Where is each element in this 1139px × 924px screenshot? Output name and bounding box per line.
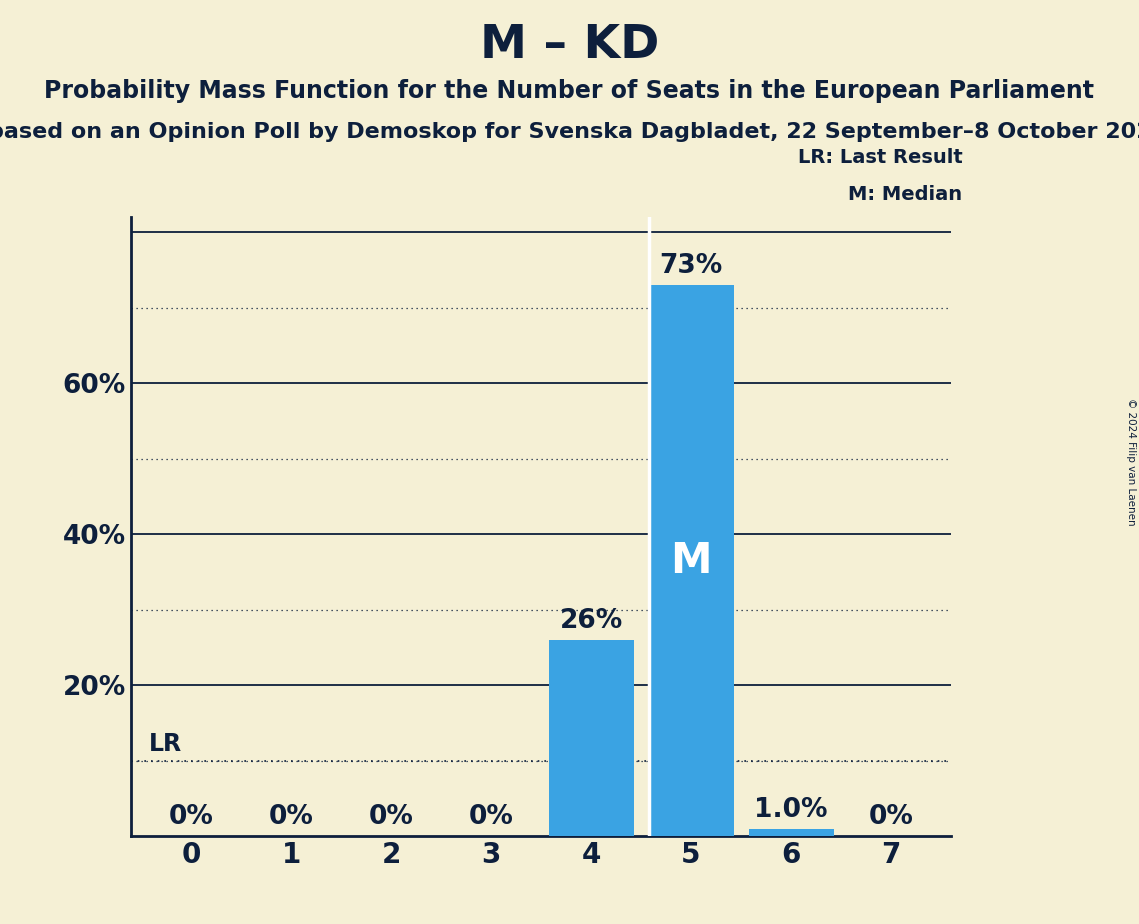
Text: M: Median: M: Median [849,185,962,204]
Text: M – KD: M – KD [480,23,659,68]
Text: LR: LR [149,732,182,756]
Text: 0%: 0% [269,804,313,830]
Bar [748,829,834,836]
Text: 1.0%: 1.0% [754,796,828,822]
Text: 26%: 26% [559,608,623,634]
Text: 0%: 0% [468,804,514,830]
Text: based on an Opinion Poll by Demoskop for Svenska Dagbladet, 22 September–8 Octob: based on an Opinion Poll by Demoskop for… [0,122,1139,142]
Text: 0%: 0% [869,804,913,830]
Bar [549,640,633,836]
Text: Probability Mass Function for the Number of Seats in the European Parliament: Probability Mass Function for the Number… [44,79,1095,103]
Text: 73%: 73% [659,253,722,279]
Text: © 2024 Filip van Laenen: © 2024 Filip van Laenen [1126,398,1136,526]
Bar [648,286,734,836]
Text: M: M [670,540,712,581]
Text: LR: Last Result: LR: Last Result [797,148,962,167]
Text: 0%: 0% [169,804,213,830]
Text: 0%: 0% [369,804,413,830]
